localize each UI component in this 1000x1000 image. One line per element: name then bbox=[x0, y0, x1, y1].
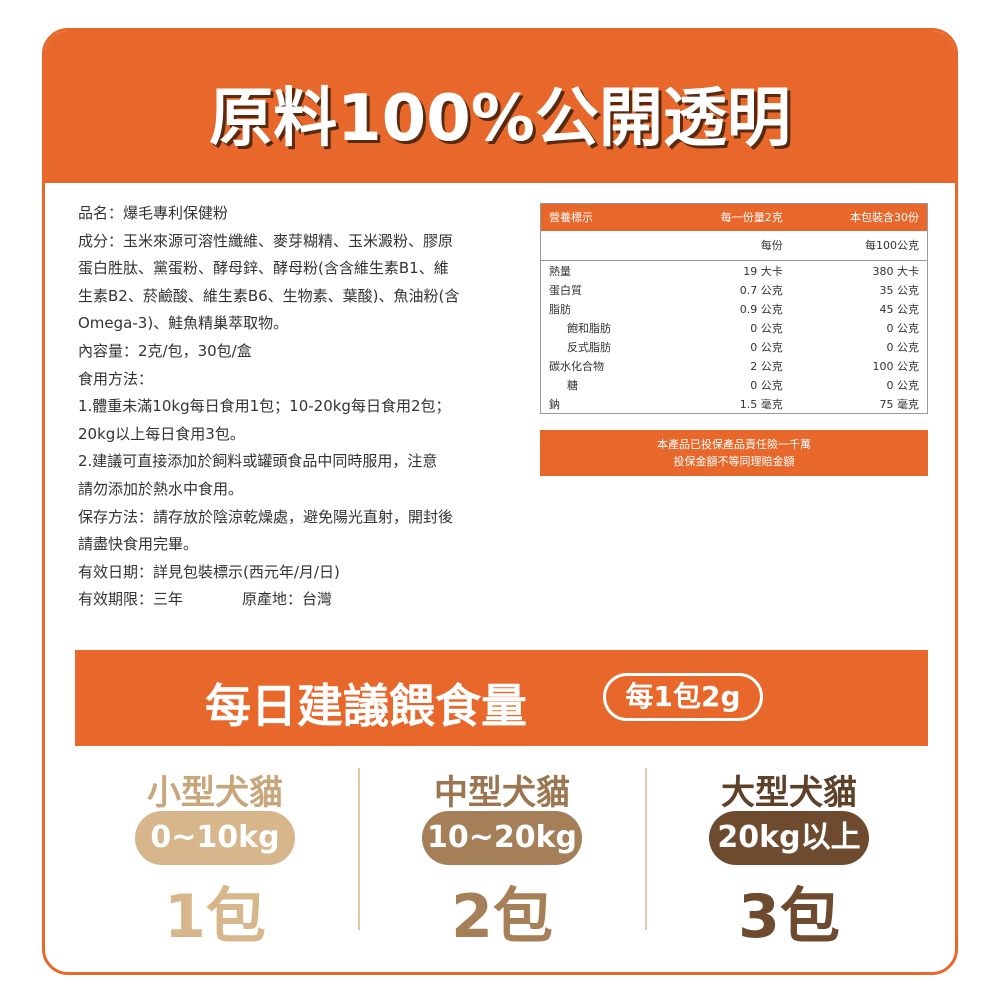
info-line: 20kg以上每日食用3包。 bbox=[78, 424, 245, 443]
feeding-badge: 每1包2g bbox=[603, 673, 763, 721]
group-range: 20kg以上 bbox=[709, 811, 869, 865]
info-line: 原產地：台灣 bbox=[242, 590, 333, 609]
nutrient-name: 碳水化合物 bbox=[549, 359, 604, 373]
info-line: 保存方法：請存放於陰涼乾燥處，避免陽光直射，開封後 bbox=[78, 507, 454, 526]
info-line: 生素B2、菸鹼酸、維生素B6、生物素、葉酸)、魚油粉(含 bbox=[78, 286, 460, 305]
table-row: 反式脂肪 0 公克 0 公克 bbox=[541, 337, 928, 356]
per-serving: 0 公克 bbox=[750, 321, 783, 335]
per-100g: 0 公克 bbox=[886, 340, 920, 354]
info-line: 請勿添加於熱水中食用。 bbox=[78, 480, 244, 498]
table-row: 脂肪 0.9 公克 45 公克 bbox=[541, 299, 928, 318]
group-amount: 3包 bbox=[738, 882, 840, 952]
per-serving: 0 公克 bbox=[750, 378, 783, 392]
group-amount: 1包 bbox=[164, 882, 266, 952]
header-cell: 每一份量2克 bbox=[720, 211, 783, 225]
subheader-cell: 每100公克 bbox=[865, 239, 919, 253]
group-amount: 2包 bbox=[451, 882, 553, 952]
cell bbox=[541, 231, 667, 261]
info-line: 蛋白胜肽、黨蛋粉、酵母鋅、酵母粉(含含維生素B1、維 bbox=[78, 259, 449, 278]
info-line: 成分：玉米來源可溶性纖維、麥芽糊精、玉米澱粉、膠原 bbox=[78, 231, 454, 250]
per-100g: 45 公克 bbox=[879, 302, 920, 316]
header-cell: 本包裝含30份 bbox=[850, 211, 919, 225]
per-serving: 1.5 毫克 bbox=[739, 397, 783, 411]
info-line: 內容量：2克/包，30包/盒 bbox=[78, 342, 252, 360]
per-serving: 19 大卡 bbox=[743, 264, 783, 278]
per-100g: 75 毫克 bbox=[879, 397, 920, 411]
per-100g: 380 大卡 bbox=[872, 264, 920, 278]
nutrient-name: 反式脂肪 bbox=[567, 340, 611, 354]
nutrient-name: 蛋白質 bbox=[549, 283, 582, 297]
table-row: 蛋白質 0.7 公克 35 公克 bbox=[541, 280, 928, 299]
info-line: 食用方法： bbox=[78, 369, 154, 388]
nutrient-name: 飽和脂肪 bbox=[567, 321, 611, 335]
table-row: 熱量 19 大卡 380 大卡 bbox=[541, 261, 928, 281]
note-line: 投保金額不等同理賠金額 bbox=[673, 455, 795, 468]
divider bbox=[645, 768, 647, 930]
note: 本產品已投保產品責任險一千萬 投保金額不等同理賠金額 bbox=[540, 430, 928, 476]
per-serving: 0.7 公克 bbox=[739, 283, 783, 297]
nutrient-name: 熱量 bbox=[549, 264, 571, 278]
group-label: 中型犬貓 bbox=[434, 773, 570, 813]
header-band bbox=[45, 31, 955, 183]
info-line: 請盡快食用完畢。 bbox=[78, 535, 199, 554]
feeding-title: 每日建議餵食量 bbox=[205, 679, 527, 733]
table-subheader: 每份 每100公克 bbox=[540, 231, 928, 261]
group-label: 大型犬貓 bbox=[721, 773, 857, 813]
group-range: 10~20kg bbox=[422, 811, 582, 865]
table-row: 碳水化合物 2 公克 100 公克 bbox=[541, 356, 928, 375]
per-serving: 0 公克 bbox=[750, 340, 783, 354]
header-title: 原料100%公開透明 bbox=[209, 82, 791, 156]
per-100g: 0 公克 bbox=[886, 321, 920, 335]
feeding-banner bbox=[75, 650, 928, 746]
group-range: 0~10kg bbox=[135, 811, 295, 865]
per-serving: 2 公克 bbox=[750, 359, 783, 373]
per-100g: 35 公克 bbox=[879, 283, 920, 297]
info-line: 2.建議可直接添加於飼料或罐頭食品中同時服用，注意 bbox=[78, 452, 438, 471]
per-100g: 0 公克 bbox=[886, 378, 920, 392]
header-cell: 營養標示 bbox=[549, 211, 593, 225]
info-line: Omega-3)、鮭魚精巢萃取物。 bbox=[78, 314, 289, 333]
info-line: 1.體重未滿10kg每日食用1包；10-20kg每日食用2包； bbox=[78, 397, 451, 416]
nutrient-name: 鈉 bbox=[549, 397, 560, 411]
per-100g: 100 公克 bbox=[872, 359, 920, 373]
table-row: 鈉 1.5 毫克 75 毫克 bbox=[541, 394, 928, 414]
info-line: 有效日期：詳見包裝標示(西元年/月/日) bbox=[78, 562, 340, 581]
nutrient-name: 脂肪 bbox=[549, 302, 571, 316]
info-line: 有效期限：三年 bbox=[78, 590, 184, 609]
per-serving: 0.9 公克 bbox=[739, 302, 783, 316]
table-row: 糖 0 公克 0 公克 bbox=[541, 375, 928, 394]
subheader-cell: 每份 bbox=[760, 239, 783, 253]
table-header: 營養標示 每一份量2克 本包裝含30份 bbox=[540, 203, 928, 231]
info-line: 品名：爆毛專利保健粉 bbox=[78, 204, 229, 222]
table-row: 飽和脂肪 0 公克 0 公克 bbox=[541, 318, 928, 337]
note-line: 本產品已投保產品責任險一千萬 bbox=[657, 438, 811, 451]
nutrition-table: 營養標示 每一份量2克 本包裝含30份每份 每100公克熱量 19 大卡 380 大卡蛋白… bbox=[540, 203, 928, 414]
divider bbox=[358, 768, 360, 930]
group-label: 小型犬貓 bbox=[147, 773, 283, 813]
nutrient-name: 糖 bbox=[567, 378, 578, 392]
